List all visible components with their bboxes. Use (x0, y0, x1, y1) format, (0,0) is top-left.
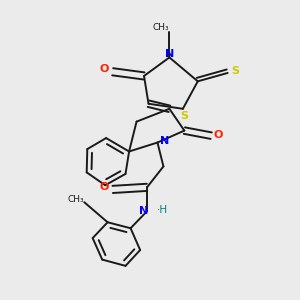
Text: S: S (231, 67, 239, 76)
Text: N: N (160, 136, 170, 146)
Text: CH₃: CH₃ (152, 23, 169, 32)
Text: N: N (165, 50, 174, 59)
Text: O: O (100, 64, 109, 74)
Text: N: N (140, 206, 149, 216)
Text: ·H: ·H (156, 205, 167, 215)
Text: S: S (180, 111, 188, 121)
Text: CH₃: CH₃ (68, 195, 84, 204)
Text: O: O (214, 130, 224, 140)
Text: O: O (100, 182, 109, 192)
